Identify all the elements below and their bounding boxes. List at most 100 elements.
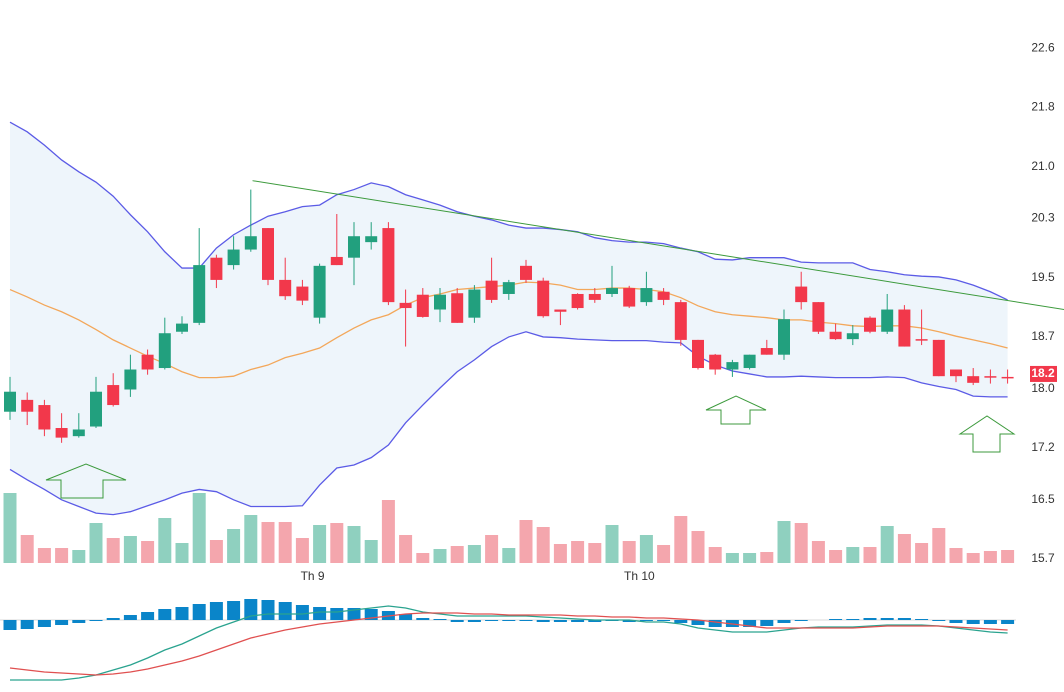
candle-body [915,339,928,341]
macd-histogram-bar [278,602,292,620]
trendline [252,180,1064,310]
candle-body [227,249,240,266]
volume-bar [846,547,860,563]
volume-bar [227,529,241,563]
volume-bar [3,493,17,563]
candle-body [692,339,704,369]
volume-bar [674,516,688,563]
bollinger-fill [10,122,1008,515]
volume-bar [209,540,223,563]
macd-histogram-bar [897,618,911,620]
candle-body [537,280,550,317]
macd-histogram-bar [502,620,516,621]
macd-histogram-bar [450,620,464,622]
volume-bar [485,535,499,563]
volume-bar [295,538,309,563]
macd-histogram-bar [330,608,344,620]
candle-body [760,348,773,355]
candle-body [984,376,997,378]
candle-body [416,294,429,317]
candle-body [881,309,894,332]
candle-body [382,228,395,303]
macd-histogram-bar [708,620,722,627]
macd-histogram-bar [89,620,103,621]
volume-bar [811,541,825,563]
bollinger-upper [9,121,1008,301]
candle-body [55,428,68,438]
volume-bar [897,534,911,563]
volume-bar [725,553,739,563]
macd-histogram-bar [622,620,636,622]
volume-bar [141,541,155,563]
candle-body [90,391,102,427]
candle-body [726,362,739,370]
y-tick-label: 21.8 [1031,100,1055,114]
volume-bar [743,553,757,563]
candle-body [1001,376,1014,379]
up-arrow [958,415,1016,453]
candle-body [743,354,756,369]
volume-bar [691,531,705,563]
candle-body [451,293,464,323]
candle-body [674,302,687,340]
candle-body [176,323,188,332]
macd-histogram-bar [364,609,378,620]
volume-bar [399,535,413,563]
candle-body [193,265,206,323]
candle-body [279,279,292,297]
macd-histogram-bar [416,618,430,620]
macd-histogram-bar [141,612,155,620]
last-price-box [1030,365,1057,382]
macd-histogram-bar [244,599,258,620]
candle-body [21,399,34,412]
candle-body [296,286,309,301]
volume-bar [639,535,653,563]
volume-bar [760,552,774,563]
macd-histogram-bar [55,620,69,625]
macd-histogram-bar [915,619,929,620]
candle-body [864,317,876,332]
macd-histogram-bar [209,602,223,620]
macd-histogram-bar [743,620,757,627]
volume-bar [605,525,619,563]
candle-body [72,429,85,437]
volume-bar [433,549,447,563]
x-tick-label: Th 10 [624,569,655,583]
macd-histogram-bar [639,620,653,621]
candle-body [657,291,670,300]
macd-histogram-bar [433,619,447,620]
candle-body [623,288,636,307]
macd-histogram-bar [657,620,671,621]
candle-body [262,228,274,280]
macd-histogram-bar [175,607,189,620]
macd-histogram-bar [399,614,413,620]
macd-histogram-bar [227,601,241,620]
macd-histogram-bar [123,615,137,620]
macd-histogram-bar [158,609,172,620]
volume-bar [571,541,585,563]
volume-bar [55,548,69,563]
volume-bar [158,518,172,563]
candle-body [124,369,137,390]
candle-body [898,309,911,347]
candle-body [434,294,446,310]
volume-bar [175,543,189,563]
y-tick-label: 16.5 [1031,492,1055,506]
macd-histogram-bar [72,620,86,623]
volume-bar [829,550,843,563]
macd-histogram-bar [829,619,843,620]
macd-histogram-bar [983,620,997,624]
volume-bar [502,548,516,563]
volume-bar [106,538,120,563]
volume-bar [244,515,258,563]
candle-body [313,265,326,318]
candle-body [485,280,498,300]
macd-histogram-bar [1001,620,1015,624]
candle-body [468,289,481,318]
macd-histogram-bar [846,619,860,620]
candle-body [520,265,532,280]
volume-bar [794,523,808,563]
volume-bar [192,493,206,563]
candle-body [709,354,722,370]
